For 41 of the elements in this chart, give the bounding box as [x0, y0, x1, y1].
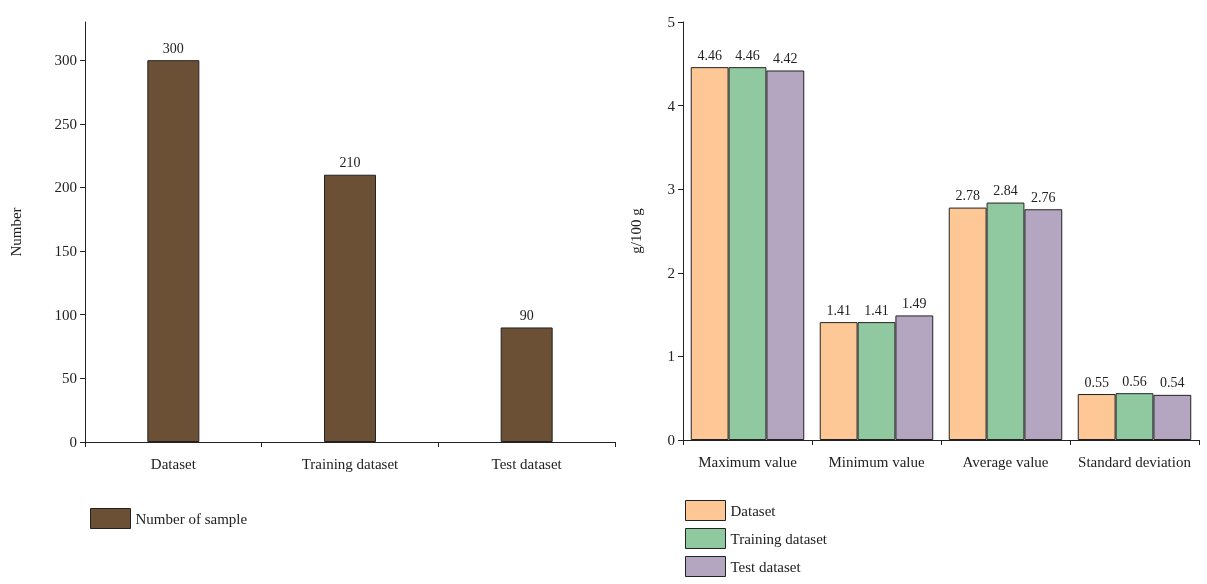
y-tick-label: 150 — [54, 243, 77, 260]
y-tick-label: 0 — [667, 432, 675, 448]
x-tick-label: Standard deviation — [1078, 453, 1192, 470]
y-tick-label: 250 — [54, 115, 77, 132]
legend-label: Training dataset — [730, 530, 828, 547]
x-tick-label: Average value — [962, 453, 1049, 470]
x-tick-label: Training dataset — [301, 455, 400, 472]
y-axis-title: Number — [7, 207, 24, 257]
x-tick-label: Dataset — [150, 455, 197, 472]
y-tick-label: 4 — [667, 97, 676, 114]
data-label: 2.84 — [993, 183, 1018, 199]
y-tick-label: 5 — [667, 14, 675, 30]
y-tick-label: 2 — [667, 264, 675, 281]
y-tick-label: 200 — [54, 179, 77, 196]
y-tick-label: 100 — [54, 306, 77, 323]
data-label: 0.54 — [1160, 375, 1185, 391]
data-label: 0.56 — [1122, 373, 1147, 389]
y-tick-label: 50 — [62, 370, 77, 387]
data-label: 4.42 — [773, 50, 798, 66]
legend-label: Test dataset — [730, 558, 802, 575]
x-tick-label: Maximum value — [698, 453, 798, 470]
y-tick-label: 300 — [54, 52, 77, 69]
data-label: 1.49 — [902, 295, 927, 311]
data-label: 300 — [162, 40, 184, 56]
y-tick-label: 3 — [667, 181, 675, 198]
legend-label: Dataset — [730, 502, 777, 519]
data-label: 0.55 — [1084, 374, 1109, 390]
data-label: 210 — [339, 155, 361, 171]
data-label: 2.78 — [955, 188, 980, 204]
data-label: 1.41 — [826, 302, 851, 318]
y-tick-label: 0 — [69, 434, 77, 450]
data-label: 90 — [519, 307, 534, 323]
legend-label: Number of sample — [135, 510, 248, 527]
x-tick-label: Minimum value — [828, 453, 925, 470]
data-label: 4.46 — [735, 47, 760, 63]
y-tick-label: 1 — [667, 348, 675, 365]
data-label: 1.41 — [864, 302, 889, 318]
data-label: 4.46 — [697, 47, 722, 63]
data-label: 2.76 — [1031, 189, 1056, 205]
x-tick-label: Test dataset — [491, 455, 563, 472]
y-axis-title: g/100 g — [627, 207, 644, 254]
